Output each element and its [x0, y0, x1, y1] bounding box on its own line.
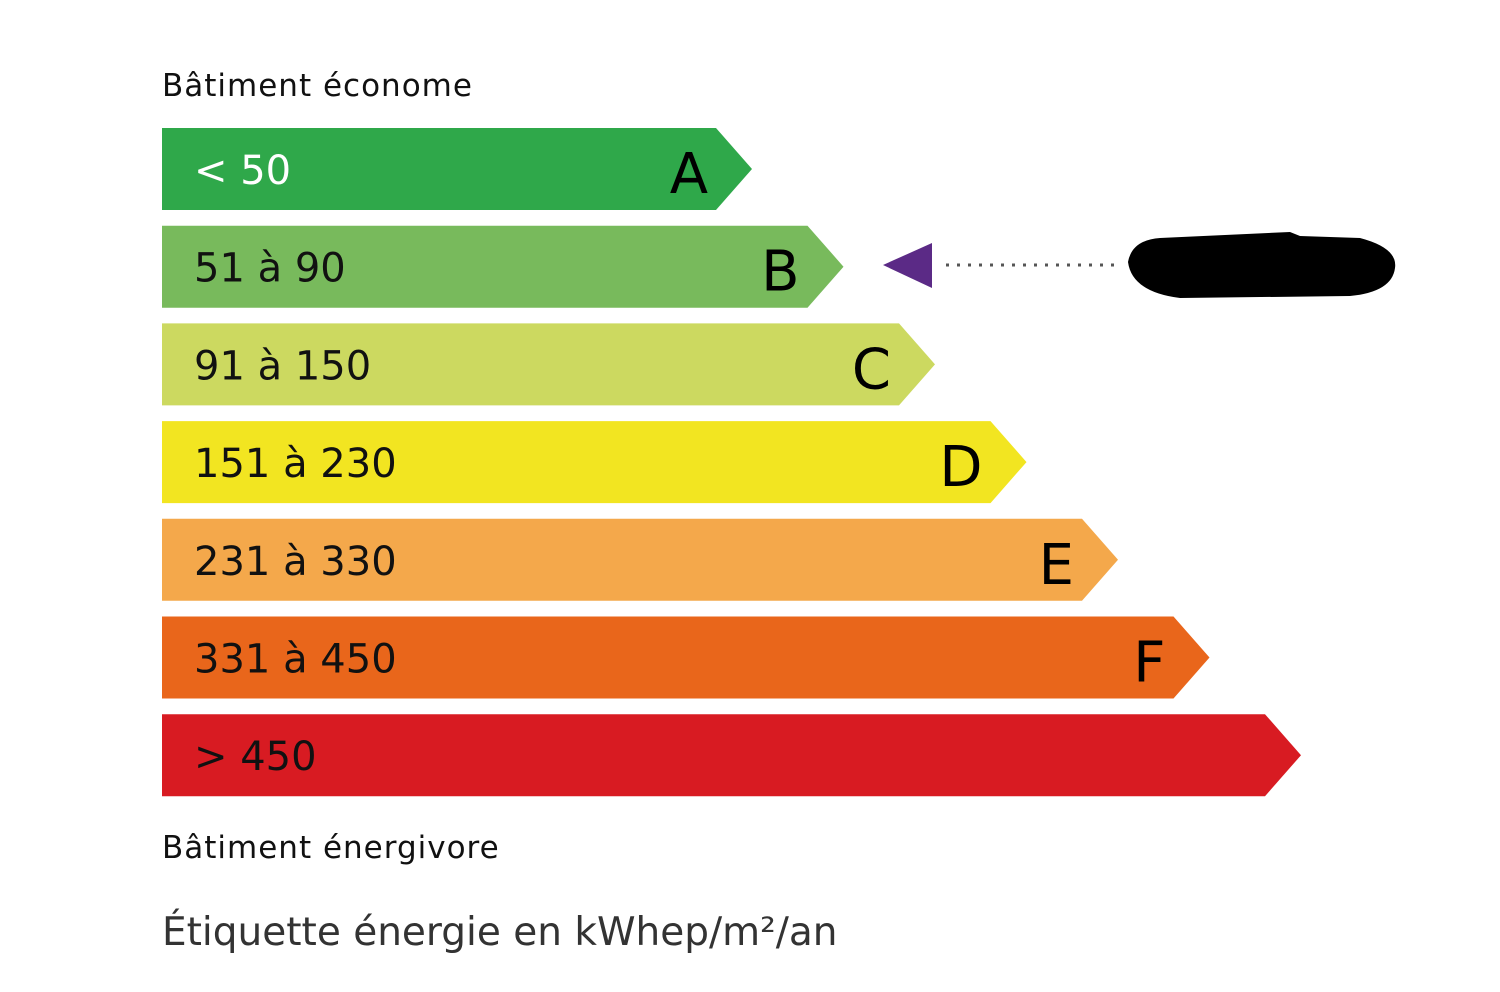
- class-bar: [162, 225, 844, 308]
- redacted-value: [1128, 232, 1396, 298]
- indicator: [883, 232, 1396, 298]
- class-bar: [162, 323, 935, 406]
- class-range: 91 à 150: [194, 343, 371, 389]
- class-range: < 50: [194, 148, 291, 194]
- class-letter: A: [670, 142, 708, 207]
- header-bottom: Bâtiment énergivore: [162, 830, 500, 866]
- header-top: Bâtiment économe: [162, 68, 473, 104]
- class-letter: D: [939, 435, 982, 500]
- class-bar: [162, 714, 1301, 797]
- energy-class-f: 331 à 450 F: [162, 616, 1210, 699]
- arrow-left-icon: [883, 243, 932, 288]
- class-range: 151 à 230: [194, 441, 397, 487]
- class-range: 231 à 330: [194, 539, 397, 585]
- class-bar: [162, 128, 752, 210]
- class-letter: B: [761, 240, 799, 305]
- energy-class-c: 91 à 150 C: [162, 323, 935, 406]
- class-letter: E: [1039, 533, 1074, 598]
- class-bar: [162, 616, 1210, 699]
- energy-class-e: 231 à 330 E: [162, 518, 1118, 601]
- class-bar: [162, 518, 1118, 601]
- class-range: 51 à 90: [194, 246, 346, 292]
- class-letter: F: [1133, 631, 1165, 696]
- class-range: 331 à 450: [194, 637, 397, 683]
- energy-class-g: > 450G: [162, 714, 1301, 797]
- footer-unit: Étiquette énergie en kWhep/m²/an: [162, 908, 838, 955]
- energy-class-b: 51 à 90 B: [162, 225, 844, 308]
- energy-class-a: < 50 A: [162, 128, 752, 210]
- energy-class-d: 151 à 230 D: [162, 421, 1027, 504]
- class-letter: C: [852, 337, 891, 402]
- class-range: > 450: [194, 734, 317, 780]
- class-bar: [162, 421, 1027, 504]
